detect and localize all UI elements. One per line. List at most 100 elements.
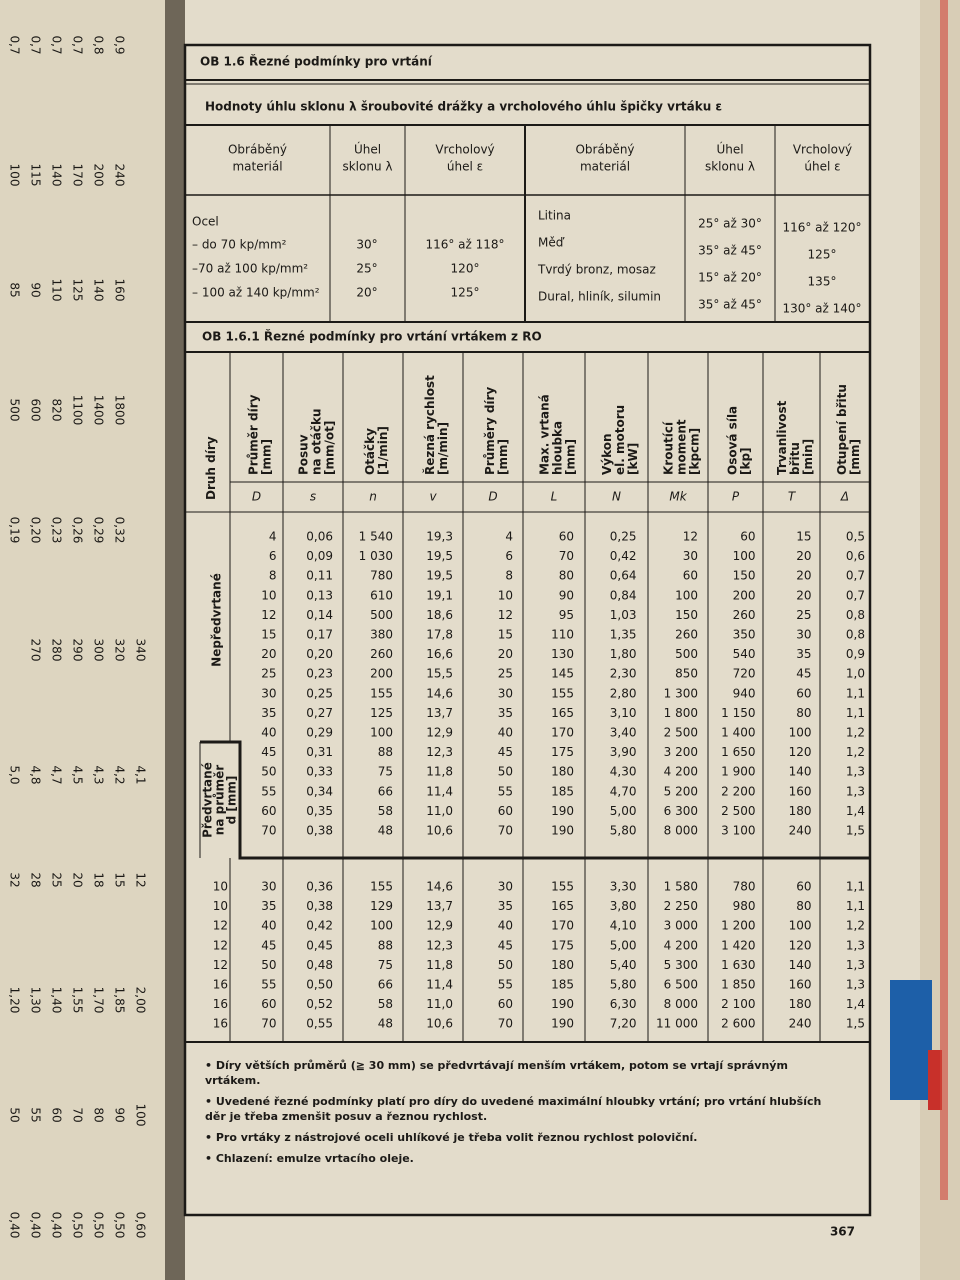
angle: 135° bbox=[808, 275, 837, 289]
cell: 8 000 bbox=[664, 997, 698, 1011]
cell: 0,25 bbox=[610, 530, 637, 544]
left-page-number: 0,7 bbox=[50, 35, 64, 54]
column-header: Osová síla bbox=[726, 406, 740, 475]
cell: 980 bbox=[733, 899, 756, 913]
material: Litina bbox=[538, 209, 571, 223]
cell: 1 800 bbox=[664, 706, 698, 720]
cell: 155 bbox=[551, 880, 574, 894]
left-page-number: 4,2 bbox=[113, 765, 127, 784]
cell: 12 bbox=[213, 958, 228, 972]
left-page-number: 12 bbox=[134, 872, 148, 887]
column-header: [mm/ot] bbox=[323, 421, 337, 475]
cell: 0,42 bbox=[306, 919, 333, 933]
cell: 0,7 bbox=[846, 588, 865, 602]
column-header: [kpcm] bbox=[688, 428, 702, 475]
cell: 130 bbox=[551, 647, 574, 661]
cell: 240 bbox=[789, 1017, 812, 1031]
left-page-number: 0,40 bbox=[50, 1212, 64, 1239]
material: – do 70 kp/mm² bbox=[192, 238, 287, 252]
cell: 35 bbox=[261, 899, 276, 913]
cell: 190 bbox=[551, 824, 574, 838]
group-label: d [mm] bbox=[225, 776, 239, 825]
left-page-number: 85 bbox=[8, 282, 22, 297]
cell: 35 bbox=[498, 706, 513, 720]
cell: 30 bbox=[498, 686, 513, 700]
cell: 15,5 bbox=[426, 667, 453, 681]
cell: 200 bbox=[370, 667, 393, 681]
cell: 3,80 bbox=[610, 899, 637, 913]
cell: 1 650 bbox=[721, 745, 755, 759]
cell: 260 bbox=[675, 628, 698, 642]
column-header: Kroutící bbox=[662, 421, 676, 475]
cell: 1,3 bbox=[846, 784, 865, 798]
cell: 0,7 bbox=[846, 569, 865, 583]
column-header: [kW] bbox=[626, 443, 640, 475]
cell: 1 630 bbox=[721, 958, 755, 972]
cell: 20 bbox=[261, 647, 276, 661]
cell: 140 bbox=[789, 958, 812, 972]
cell: 58 bbox=[378, 804, 393, 818]
cell: 2 500 bbox=[664, 726, 698, 740]
cell: 10 bbox=[213, 880, 228, 894]
cell: 4 bbox=[269, 530, 277, 544]
cell: 35 bbox=[796, 647, 811, 661]
cell: 850 bbox=[675, 667, 698, 681]
cell: 10 bbox=[261, 588, 276, 602]
cell: 1 850 bbox=[721, 978, 755, 992]
cell: 8 bbox=[269, 569, 277, 583]
cell: 15 bbox=[498, 628, 513, 642]
group-label: Předvrtané bbox=[201, 762, 215, 838]
left-page-number: 170 bbox=[71, 164, 85, 187]
cell: 19,5 bbox=[426, 569, 453, 583]
cell: 1,4 bbox=[846, 804, 865, 818]
column-header: Posuv bbox=[297, 434, 311, 475]
cell: 5,80 bbox=[610, 978, 637, 992]
cell: 2,30 bbox=[610, 667, 637, 681]
cell: 3 200 bbox=[664, 745, 698, 759]
cell: 20 bbox=[796, 569, 811, 583]
cell: 0,9 bbox=[846, 647, 865, 661]
material: Tvrdý bronz, mosaz bbox=[537, 263, 656, 277]
cell: 0,23 bbox=[306, 667, 333, 681]
cell: 25 bbox=[796, 608, 811, 622]
top-header: Úhel bbox=[716, 142, 743, 157]
cell: 19,3 bbox=[426, 530, 453, 544]
cell: 16 bbox=[213, 978, 228, 992]
cell: 4,70 bbox=[610, 784, 637, 798]
cell: 190 bbox=[551, 997, 574, 1011]
cell: 1,2 bbox=[846, 745, 865, 759]
left-page-number: 100 bbox=[8, 164, 22, 187]
cell: 165 bbox=[551, 706, 574, 720]
cell: 15 bbox=[261, 628, 276, 642]
cell: 165 bbox=[551, 899, 574, 913]
cell: 180 bbox=[551, 958, 574, 972]
left-page-number: 15 bbox=[113, 872, 127, 887]
cell: 25 bbox=[261, 667, 276, 681]
cell: 5 300 bbox=[664, 958, 698, 972]
cell: 1,35 bbox=[610, 628, 637, 642]
cell: 260 bbox=[733, 608, 756, 622]
cell: 50 bbox=[261, 958, 276, 972]
cell: 1,1 bbox=[846, 880, 865, 894]
left-page-number: 0,60 bbox=[134, 1212, 148, 1239]
group-label: na průměr bbox=[213, 765, 227, 836]
cell: 10,6 bbox=[426, 824, 453, 838]
cell: 11,8 bbox=[426, 958, 453, 972]
cell: 185 bbox=[551, 978, 574, 992]
material: –70 až 100 kp/mm² bbox=[192, 262, 308, 276]
cell: 45 bbox=[261, 745, 276, 759]
cell: 30 bbox=[261, 686, 276, 700]
column-header: Průměry díry bbox=[483, 387, 497, 475]
left-page-number: 0,50 bbox=[71, 1212, 85, 1239]
cell: 780 bbox=[370, 569, 393, 583]
cell: 5,40 bbox=[610, 958, 637, 972]
cell: 260 bbox=[370, 647, 393, 661]
left-page-number: 4,7 bbox=[50, 765, 64, 784]
cell: 66 bbox=[378, 978, 393, 992]
cell: 58 bbox=[378, 997, 393, 1011]
column-header: na otáčku bbox=[310, 408, 324, 475]
left-page-number: 0,7 bbox=[71, 35, 85, 54]
angle: 125° bbox=[451, 286, 480, 300]
